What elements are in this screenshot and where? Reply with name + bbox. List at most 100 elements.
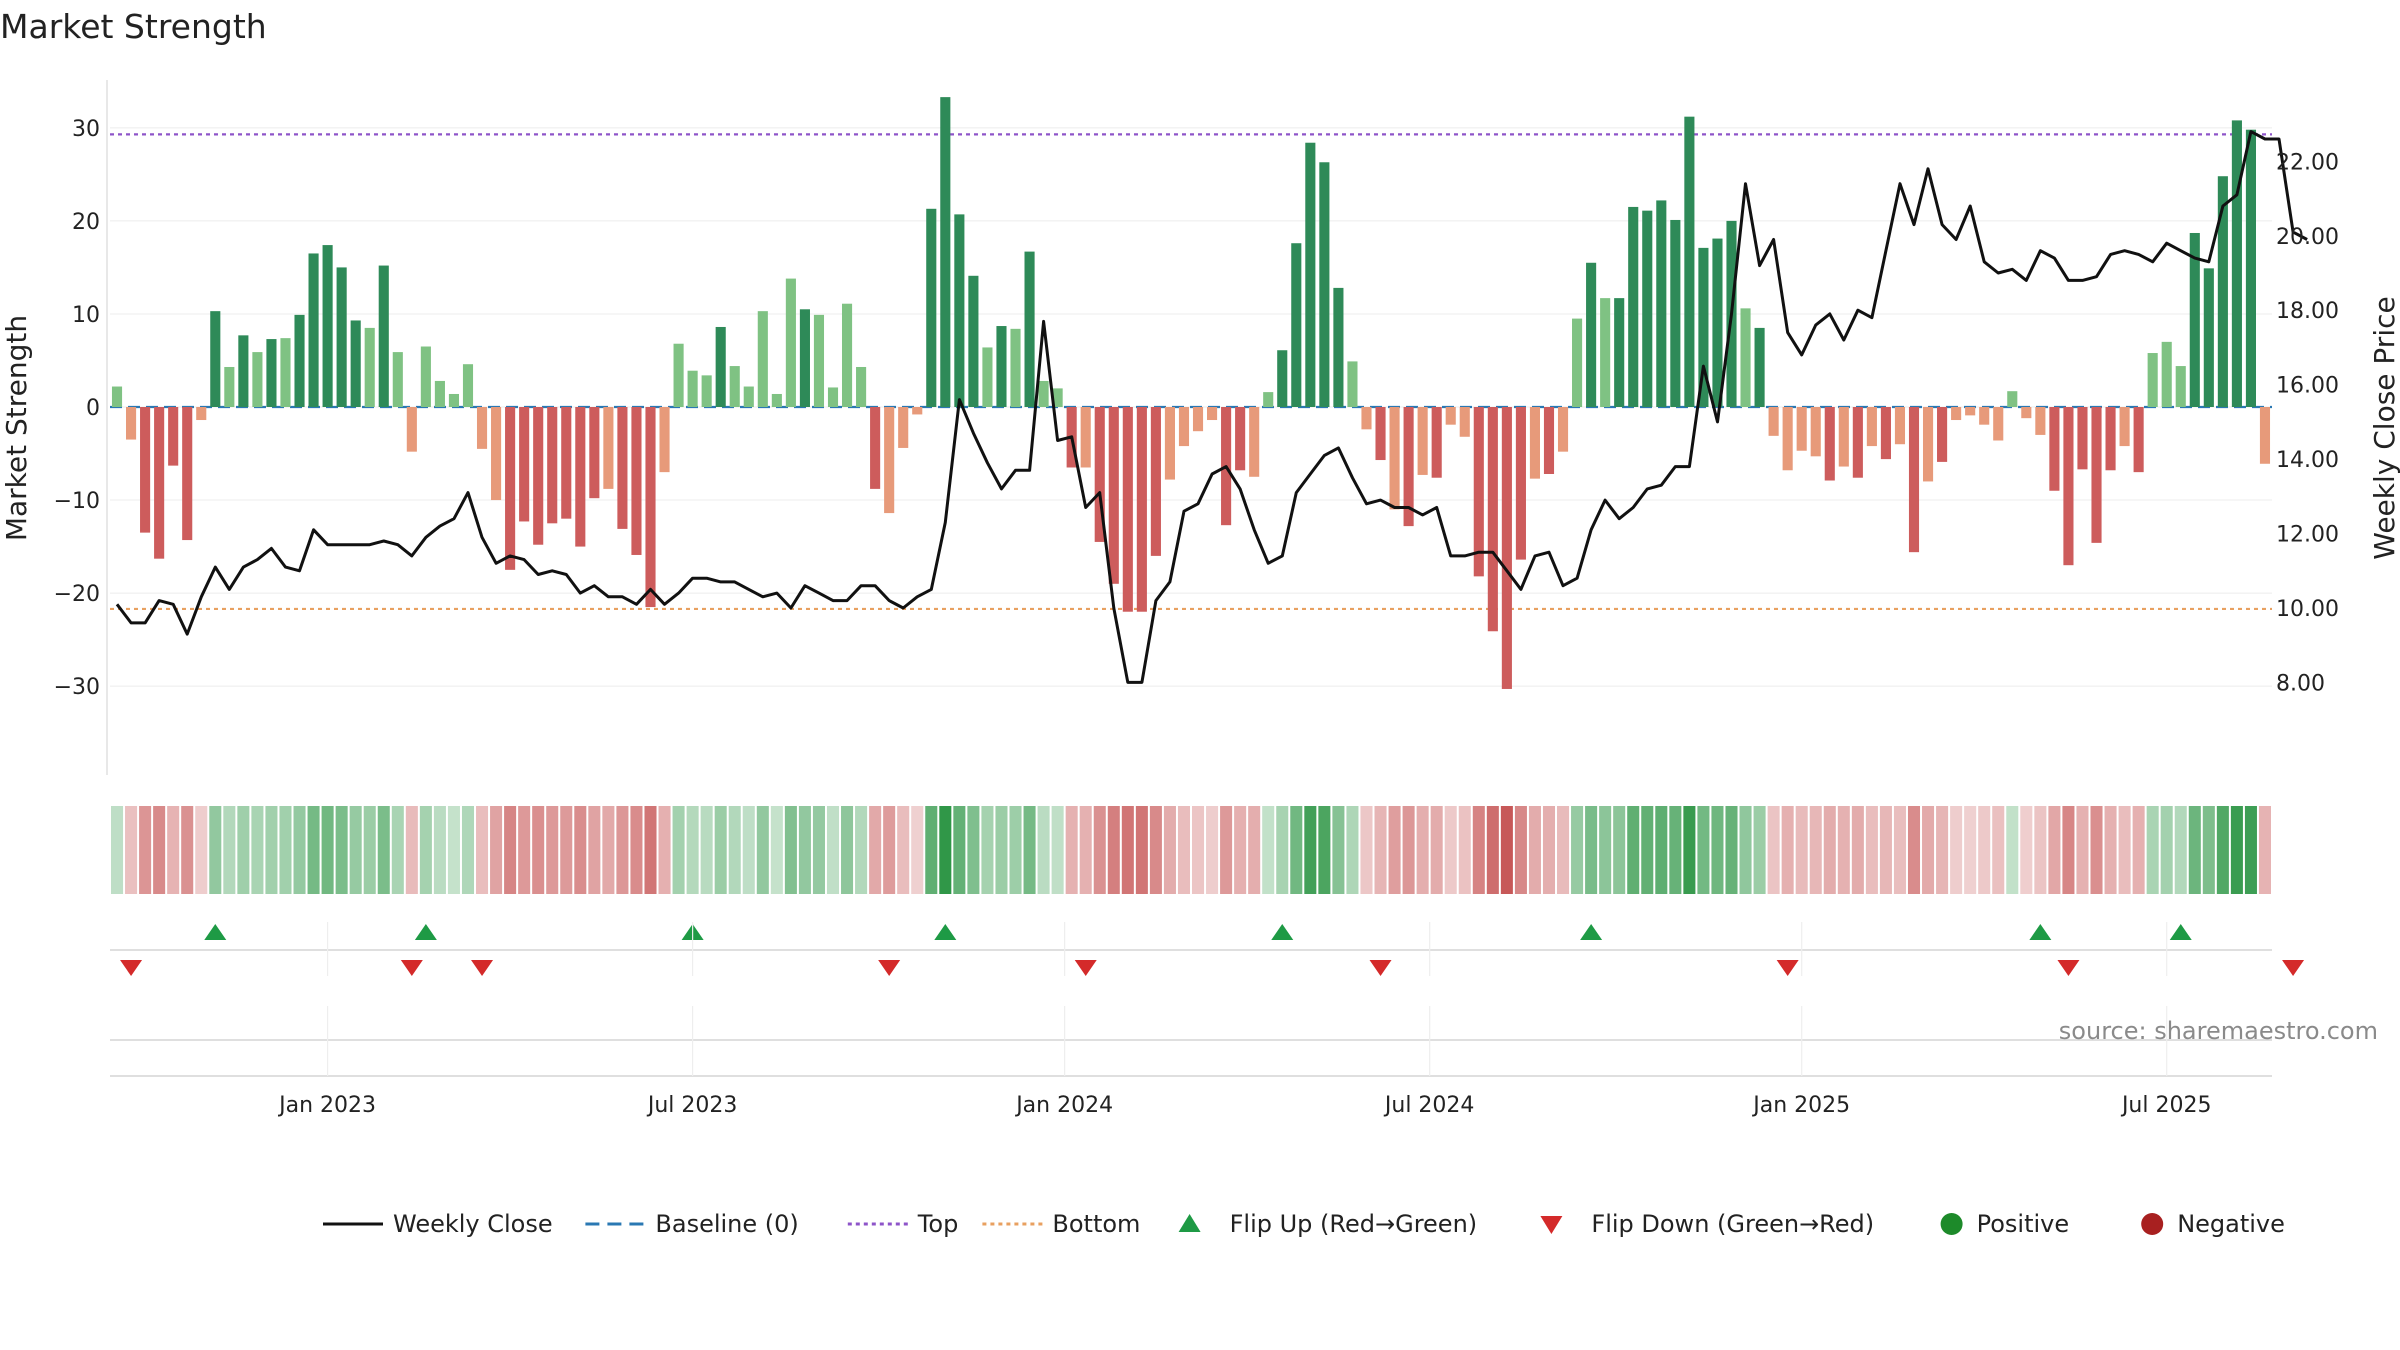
heat-cell xyxy=(349,806,362,894)
heat-cell xyxy=(826,806,840,894)
heat-cell xyxy=(363,806,376,894)
strength-bar xyxy=(729,366,740,407)
strength-bar xyxy=(1291,243,1302,407)
strength-bar xyxy=(617,407,628,529)
heat-cell xyxy=(939,806,952,894)
strength-bar xyxy=(1543,407,1555,474)
legend-label: Top xyxy=(917,1210,959,1238)
heat-cell xyxy=(2118,806,2131,894)
strength-bar xyxy=(2259,407,2271,464)
heat-cell xyxy=(2230,806,2243,894)
strength-bar xyxy=(1642,210,1653,407)
heat-cell xyxy=(1318,806,1331,894)
strength-bar xyxy=(841,303,853,407)
strength-bar xyxy=(1572,318,1583,407)
heat-cell xyxy=(153,806,166,894)
flip-up-marker xyxy=(1580,924,1603,940)
strength-bar xyxy=(1894,407,1906,445)
strength-bar xyxy=(1417,407,1428,475)
heat-cell xyxy=(1585,806,1598,894)
strength-bar xyxy=(1614,298,1625,407)
heat-cell xyxy=(1500,806,1513,894)
x-tick-label: Jul 2024 xyxy=(1383,1093,1475,1118)
strength-bar xyxy=(1347,361,1358,407)
strength-bar xyxy=(1993,407,2004,441)
heat-cell xyxy=(1865,806,1878,894)
heat-cell xyxy=(1444,806,1457,894)
heat-cell xyxy=(1192,806,1205,894)
strength-bar xyxy=(2175,366,2186,407)
heat-cell xyxy=(461,806,475,894)
y2-tick-label: 22.00 xyxy=(2276,150,2339,175)
strength-bar xyxy=(1122,407,1133,612)
heat-cell xyxy=(869,806,882,894)
heat-cell xyxy=(1149,806,1162,894)
strength-bar xyxy=(982,347,993,407)
strength-bar xyxy=(168,407,179,466)
heat-cell xyxy=(1767,806,1780,894)
strength-bar xyxy=(2063,407,2074,566)
strength-bar xyxy=(1361,407,1372,430)
strength-bar xyxy=(420,346,431,407)
heat-cell xyxy=(1234,806,1247,894)
heat-cell xyxy=(2020,806,2033,894)
heat-cell xyxy=(1262,806,1275,894)
weekly-close-series xyxy=(115,130,2308,684)
strength-bar xyxy=(1150,407,1161,556)
chart-title: Market Strength xyxy=(0,7,267,46)
strength-bar xyxy=(1656,200,1667,407)
legend-swatch-positive xyxy=(1940,1213,1963,1235)
heat-cell xyxy=(2076,806,2089,894)
strength-bar xyxy=(1908,407,1920,553)
strength-bar xyxy=(2217,176,2228,407)
heat-cell xyxy=(995,806,1008,894)
legend-swatch-negative xyxy=(2141,1213,2164,1235)
strength-bar xyxy=(1740,308,1751,407)
y2-tick-label: 10.00 xyxy=(2276,597,2339,622)
strength-bar xyxy=(631,407,642,555)
heat-cell xyxy=(1304,806,1317,894)
flip-down-marker xyxy=(1369,960,1392,976)
strength-bar xyxy=(1824,407,1835,481)
heat-cell xyxy=(1978,806,1991,894)
flip-up-marker xyxy=(1271,924,1294,940)
strength-bar xyxy=(1922,407,1934,482)
flip-up-marker xyxy=(2029,924,2052,940)
flip-down-marker xyxy=(2057,960,2080,976)
strength-bar xyxy=(126,407,137,440)
heat-cell xyxy=(1402,806,1415,894)
heat-cell xyxy=(630,806,643,894)
strength-bar xyxy=(1937,407,1948,462)
strength-bar xyxy=(1698,247,1709,407)
strength-bar xyxy=(2161,341,2172,407)
heat-cell xyxy=(1374,806,1387,894)
source-credit: source: sharemaestro.com xyxy=(2059,1017,2378,1045)
heat-cell xyxy=(742,806,755,894)
strength-bar xyxy=(547,407,558,524)
strength-bar xyxy=(2147,353,2158,407)
strength-bar xyxy=(856,366,867,407)
heat-cell xyxy=(167,806,180,894)
date-axis: Jan 2023 Jul 2023 Jan 2024 Jul 2024 Jan 2025… xyxy=(110,922,2272,1118)
strength-bar xyxy=(1235,407,1246,471)
heat-cell xyxy=(111,806,124,894)
heat-cell xyxy=(518,806,531,894)
heat-cell xyxy=(1697,806,1710,894)
strength-bar xyxy=(1838,407,1849,467)
y2-tick-label: 20.00 xyxy=(2276,225,2339,250)
strength-bar xyxy=(575,407,586,547)
heat-cell xyxy=(2258,806,2271,894)
heat-cell xyxy=(728,806,741,894)
x-tick-label: Jan 2025 xyxy=(1751,1093,1850,1118)
strength-bar xyxy=(1136,407,1147,612)
strength-bar xyxy=(1192,407,1204,432)
strength-bar xyxy=(1459,407,1470,437)
legend-label: Baseline (0) xyxy=(655,1210,798,1238)
strength-bar xyxy=(870,407,881,489)
strength-bar xyxy=(238,335,249,407)
strength-bar xyxy=(1684,116,1695,408)
heat-cell xyxy=(1683,806,1696,894)
strength-bar xyxy=(1852,407,1863,478)
heat-cell xyxy=(925,806,938,894)
